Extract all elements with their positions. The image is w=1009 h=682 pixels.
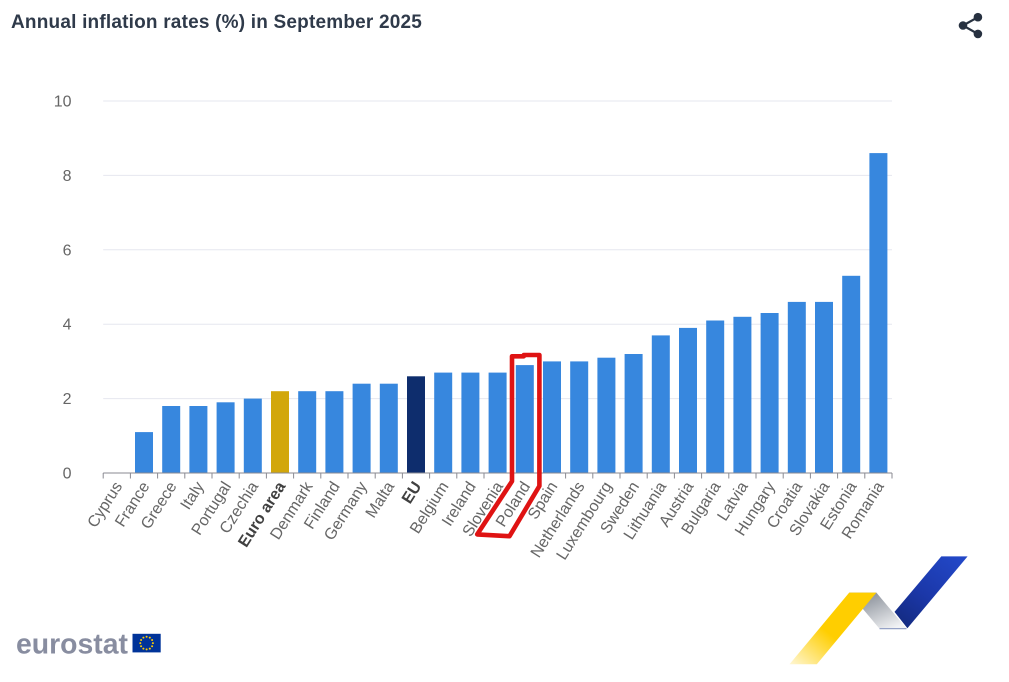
svg-text:0: 0 xyxy=(63,466,72,483)
svg-text:6: 6 xyxy=(63,242,72,259)
svg-text:4: 4 xyxy=(63,317,72,334)
svg-text:eurostat: eurostat xyxy=(16,628,128,660)
svg-text:8: 8 xyxy=(63,168,72,185)
svg-text:10: 10 xyxy=(54,94,72,111)
svg-text:Malta: Malta xyxy=(363,479,398,521)
svg-text:2: 2 xyxy=(63,391,72,408)
svg-text:Annual inflation rates (%) in: Annual inflation rates (%) in September … xyxy=(11,12,422,33)
svg-text:EU: EU xyxy=(399,479,425,507)
